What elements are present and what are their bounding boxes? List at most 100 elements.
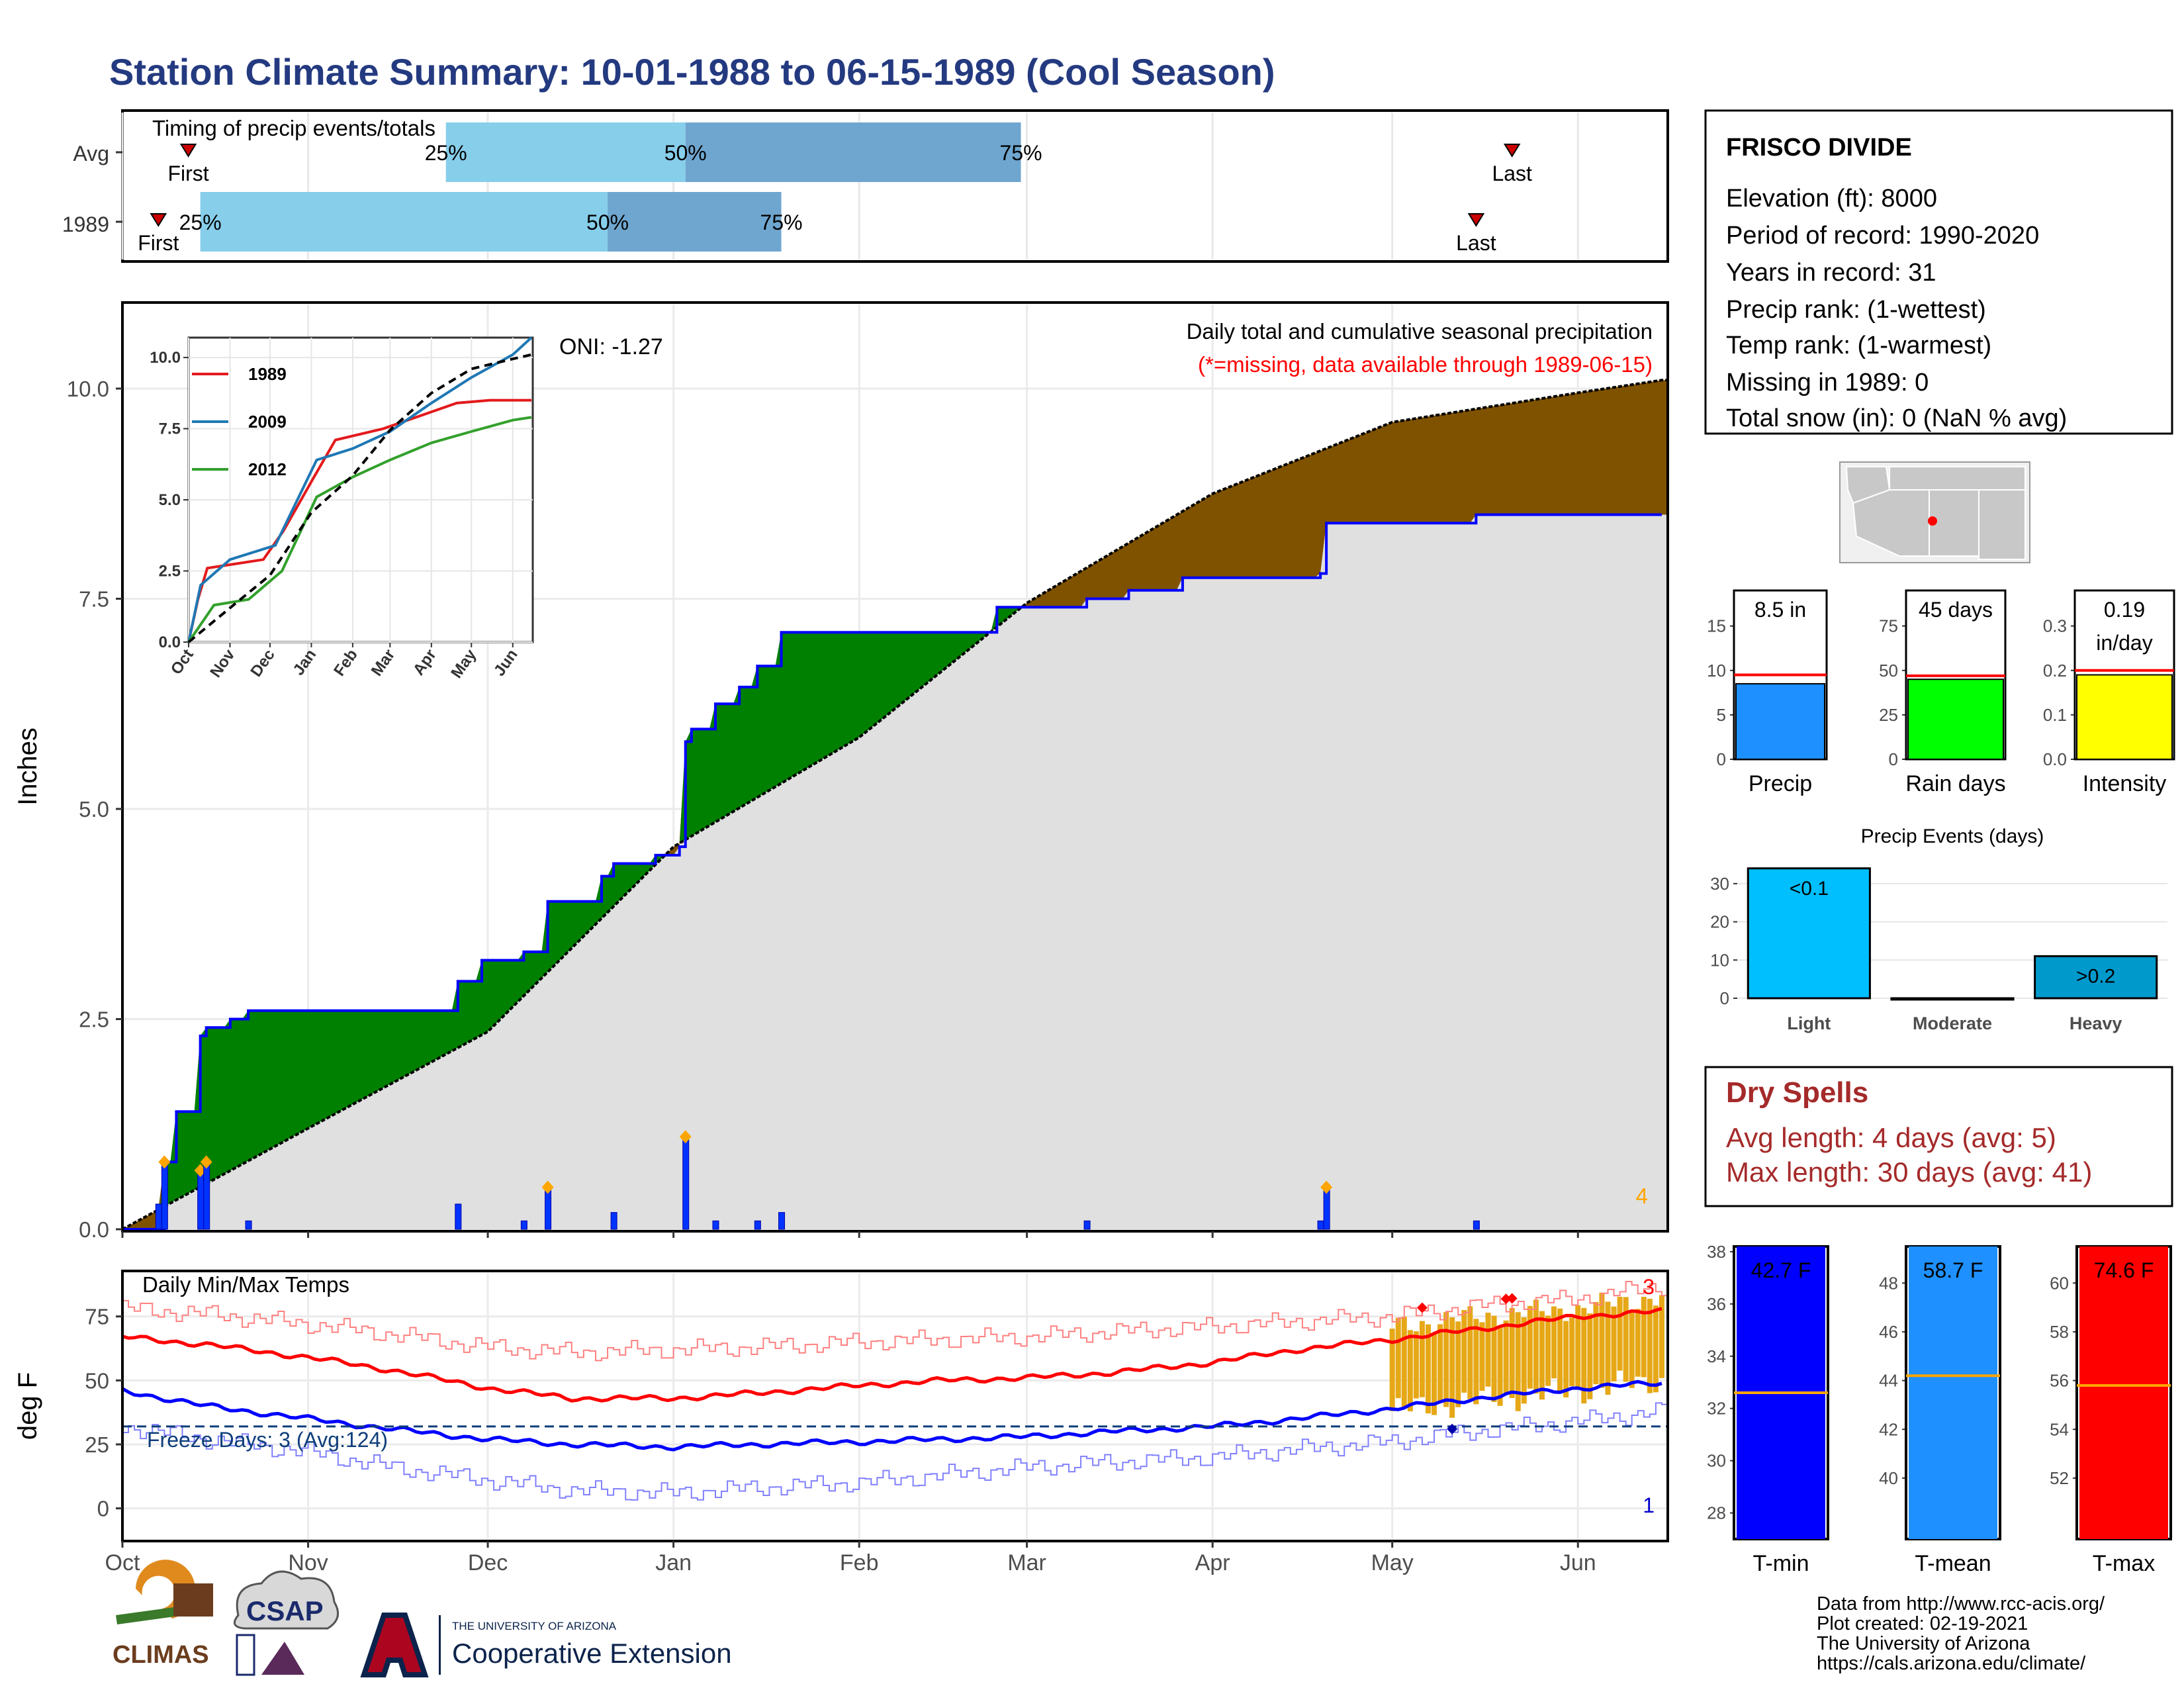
precip-y-label: Inches — [13, 727, 42, 806]
avg-min-line — [121, 1380, 1662, 1452]
precip-y-tick-label: 5.0 — [79, 797, 109, 821]
x-tick-label: Mar — [1007, 1550, 1046, 1575]
warm-anomaly-bar — [1635, 1309, 1641, 1377]
precip-base-fill — [122, 514, 1668, 1229]
events-bar-label: <0.1 — [1790, 878, 1829, 900]
warm-anomaly-bar — [1563, 1321, 1569, 1397]
extreme-event-marker — [200, 1155, 212, 1169]
x-tick-label: Jan — [655, 1550, 692, 1575]
events-y-tick-label: 10 — [1710, 950, 1729, 970]
daily-precip-bar — [1317, 1220, 1324, 1230]
inset-series-line — [187, 353, 532, 643]
temp-summary-bars: 28 30 32 34 36 38 42.7 F T-min 40 42 44 46 48 58.7 F T… — [1707, 1242, 2172, 1576]
summary-y-tick-label: 0 — [1889, 749, 1898, 769]
warm-anomaly-bar — [1491, 1315, 1497, 1402]
page-title: Station Climate Summary: 10-01-1988 to 0… — [109, 51, 1275, 93]
inset-legend-label: 2009 — [248, 412, 287, 432]
ua-a-icon — [360, 1613, 429, 1677]
daily-precip-bar — [1323, 1187, 1330, 1230]
warm-anomaly-bar — [1557, 1308, 1563, 1392]
credit-line: Data from http://www.rcc-acis.org/ — [1817, 1593, 2105, 1615]
temp-summary-bar-1 — [1909, 1246, 1997, 1539]
temp-summary-category-label: T-mean — [1915, 1551, 1991, 1576]
timing-panel-label: Timing of precip events/totals — [152, 116, 435, 140]
precip-deficit-area — [122, 380, 1668, 1229]
temp-panel-title: Daily Min/Max Temps — [142, 1272, 349, 1297]
extreme-event-marker — [194, 1164, 206, 1178]
temp-panel: 0 25 50 75 deg F Daily Min/Max Temps Freeze… — [13, 1270, 1669, 1542]
summary-bars: 0 5 10 15 8.5 in Precip 0 25 50 75 45 days Rain day… — [1707, 589, 2175, 796]
warm-anomaly-bar — [1545, 1315, 1551, 1386]
climas-logo-text: CLIMAS — [113, 1641, 209, 1669]
daily-precip-bar — [1473, 1220, 1480, 1230]
timing-label-25: 25% — [179, 211, 222, 234]
warm-anomaly-bar — [1611, 1306, 1617, 1382]
warm-anomaly-bar — [1401, 1317, 1407, 1407]
temp-y-tick-label: 75 — [85, 1305, 109, 1329]
warm-anomaly-bar — [1587, 1313, 1593, 1399]
warm-anomaly-bar — [1629, 1309, 1635, 1388]
events-category-label: Heavy — [2070, 1013, 2122, 1033]
temp-summary-category-label: T-min — [1753, 1551, 1809, 1576]
warm-anomaly-bar — [1623, 1297, 1629, 1382]
dry-spells: Dry Spells Avg length: 4 days (avg: 5) M… — [1704, 1066, 2173, 1207]
warm-anomaly-bar — [1467, 1306, 1473, 1399]
station-line: Years in record: 31 — [1726, 259, 1936, 287]
inset-series-line — [187, 399, 531, 643]
timing-label-last: Last — [1456, 231, 1496, 255]
summary-y-tick-label: 75 — [1879, 616, 1898, 636]
inset-chart: Oct Nov Dec Jan Feb Mar Apr May Jun0.02.55.07.51… — [150, 336, 534, 682]
avg-max-line — [122, 1307, 1662, 1403]
summary-y-tick-label: 0 — [1717, 749, 1726, 769]
climas-logo: CLIMAS — [113, 1560, 213, 1669]
temp-summary-y-tick-label: 28 — [1707, 1503, 1726, 1523]
summary-y-tick-label: 0.0 — [2043, 749, 2067, 769]
summary-value-label: 0.19 — [2104, 598, 2145, 622]
station-line: Period of record: 1990-2020 — [1726, 222, 2039, 250]
events-bar — [1890, 997, 2015, 1001]
temp-summary-y-tick-label: 56 — [2050, 1371, 2069, 1391]
record-high-marker — [1500, 1293, 1512, 1305]
daily-precip-bar — [197, 1170, 205, 1230]
summary-y-tick-label: 10 — [1707, 661, 1726, 680]
timing-label-last: Last — [1492, 162, 1532, 185]
summary-bar-0 — [1735, 682, 1825, 760]
warm-anomaly-bar — [1569, 1317, 1575, 1387]
extreme-event-marker — [158, 1155, 171, 1169]
x-tick-label: Feb — [840, 1550, 879, 1575]
timing-bar-q50-q75 — [608, 192, 782, 252]
record-high-count: 3 — [1643, 1275, 1655, 1299]
timing-label-50: 50% — [664, 141, 707, 165]
temp-summary-category-label: T-max — [2093, 1551, 2155, 1576]
timing-marker-first — [150, 213, 167, 227]
summary-y-tick-label: 0.3 — [2043, 616, 2067, 636]
events-y-tick-label: 30 — [1710, 874, 1729, 894]
summary-y-tick-label: 15 — [1707, 616, 1726, 636]
inset-marks — [187, 336, 533, 643]
temp-summary-value-label: 58.7 F — [1923, 1258, 1983, 1282]
precip-events-chart: Precip Events (days) 0 10 20 30 <0.1 Light Mod… — [1710, 825, 2167, 1033]
observed-cumulative-line — [122, 513, 1662, 1231]
daily-precip-bar — [545, 1187, 552, 1230]
temp-summary-y-tick-label: 60 — [2050, 1273, 2069, 1293]
credit-line: https://cals.arizona.edu/climate/ — [1817, 1653, 2086, 1674]
summary-bar-1 — [1907, 679, 2004, 761]
x-tick-label: Jun — [1560, 1550, 1596, 1575]
warm-anomaly-bar — [1653, 1305, 1659, 1393]
temp-summary-y-tick-label: 40 — [1879, 1468, 1898, 1488]
oni-label: ONI: -1.27 — [559, 334, 663, 359]
daily-precip-bar — [520, 1220, 527, 1230]
temp-summary-y-tick-label: 52 — [2050, 1468, 2069, 1488]
inset-y-tick-label: 10.0 — [150, 349, 181, 367]
ua-extension-text: Cooperative Extension — [452, 1638, 732, 1669]
ua-divider — [439, 1615, 441, 1675]
summary-category-label: Precip — [1749, 771, 1812, 796]
summary-bar-2 — [2076, 674, 2173, 760]
temp-summary-value-label: 74.6 F — [2094, 1258, 2154, 1282]
csap-logo-text: CSAP — [246, 1595, 324, 1626]
timing-marker-last — [1467, 213, 1485, 227]
timing-marks: 25% 50% 75% First Last 25% 50% 75% First Last — [138, 122, 1532, 255]
warm-anomaly-bar — [1533, 1299, 1539, 1394]
x-tick-label: Dec — [468, 1550, 508, 1575]
